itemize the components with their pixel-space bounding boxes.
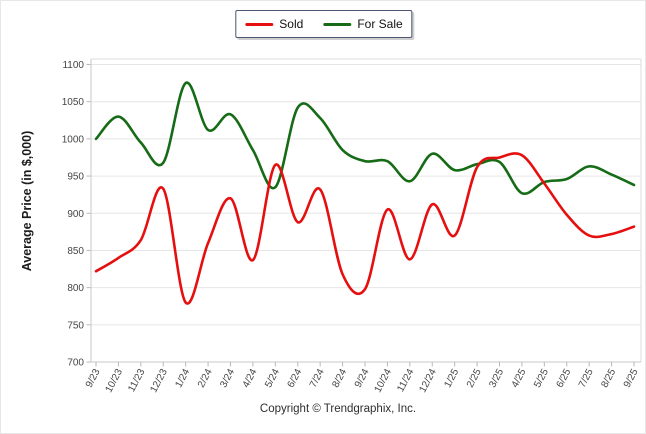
y-tick-label: 750 [67,320,84,331]
x-tick-label: 4/24 [241,367,260,390]
x-tick-label: 6/24 [286,367,305,390]
y-tick-label: 800 [67,283,84,294]
x-tick-label: 3/25 [487,367,506,390]
x-tick-label: 5/24 [263,367,282,390]
x-tick-label: 9/25 [622,367,641,390]
x-tick-label: 8/24 [330,367,349,390]
x-tick-label: 8/25 [599,367,618,390]
chart-legend: Sold For Sale [235,10,413,38]
y-axis-title: Average Price (in $,000) [20,130,34,272]
x-tick-label: 2/24 [196,367,215,390]
y-tick-label: 1100 [62,60,84,71]
x-tick-label: 12/24 [417,367,439,395]
x-tick-label: 6/25 [555,367,574,390]
legend-label-sold: Sold [279,17,304,31]
y-tick-label: 950 [67,172,84,183]
x-tick-label: 7/25 [577,367,596,390]
x-tick-label: 4/25 [510,367,529,390]
x-tick-label: 9/24 [353,367,372,390]
y-tick-label: 700 [67,358,84,369]
legend-item-for-sale: For Sale [323,17,403,31]
x-tick-label: 3/24 [218,367,237,390]
legend-item-sold: Sold [245,17,303,31]
series-line-for-sale [94,81,636,196]
sold-line-swatch-icon [245,22,274,26]
x-tick-label: 10/24 [373,367,395,395]
y-tick-label: 850 [67,246,84,257]
x-tick-label: 11/23 [126,367,147,394]
x-tick-label: 1/25 [442,367,461,390]
series-line-sold [94,152,636,305]
copyright-text: Copyright © Trendgraphix, Inc. [259,403,417,415]
x-tick-label: 1/24 [173,367,192,390]
x-tick-label: 12/23 [148,367,170,395]
x-tick-label: 9/23 [84,367,103,390]
x-tick-label: 10/23 [104,367,126,395]
y-tick-label: 900 [67,209,84,220]
x-tick-label: 7/24 [308,367,327,390]
y-tick-label: 1050 [62,97,85,108]
y-tick-label: 1000 [62,134,85,145]
x-tick-label: 2/25 [465,367,484,390]
x-tick-label: 11/24 [395,367,416,394]
for-sale-line-swatch-icon [323,22,352,26]
x-tick-label: 5/25 [532,367,551,390]
legend-label-for-sale: For Sale [357,17,403,31]
